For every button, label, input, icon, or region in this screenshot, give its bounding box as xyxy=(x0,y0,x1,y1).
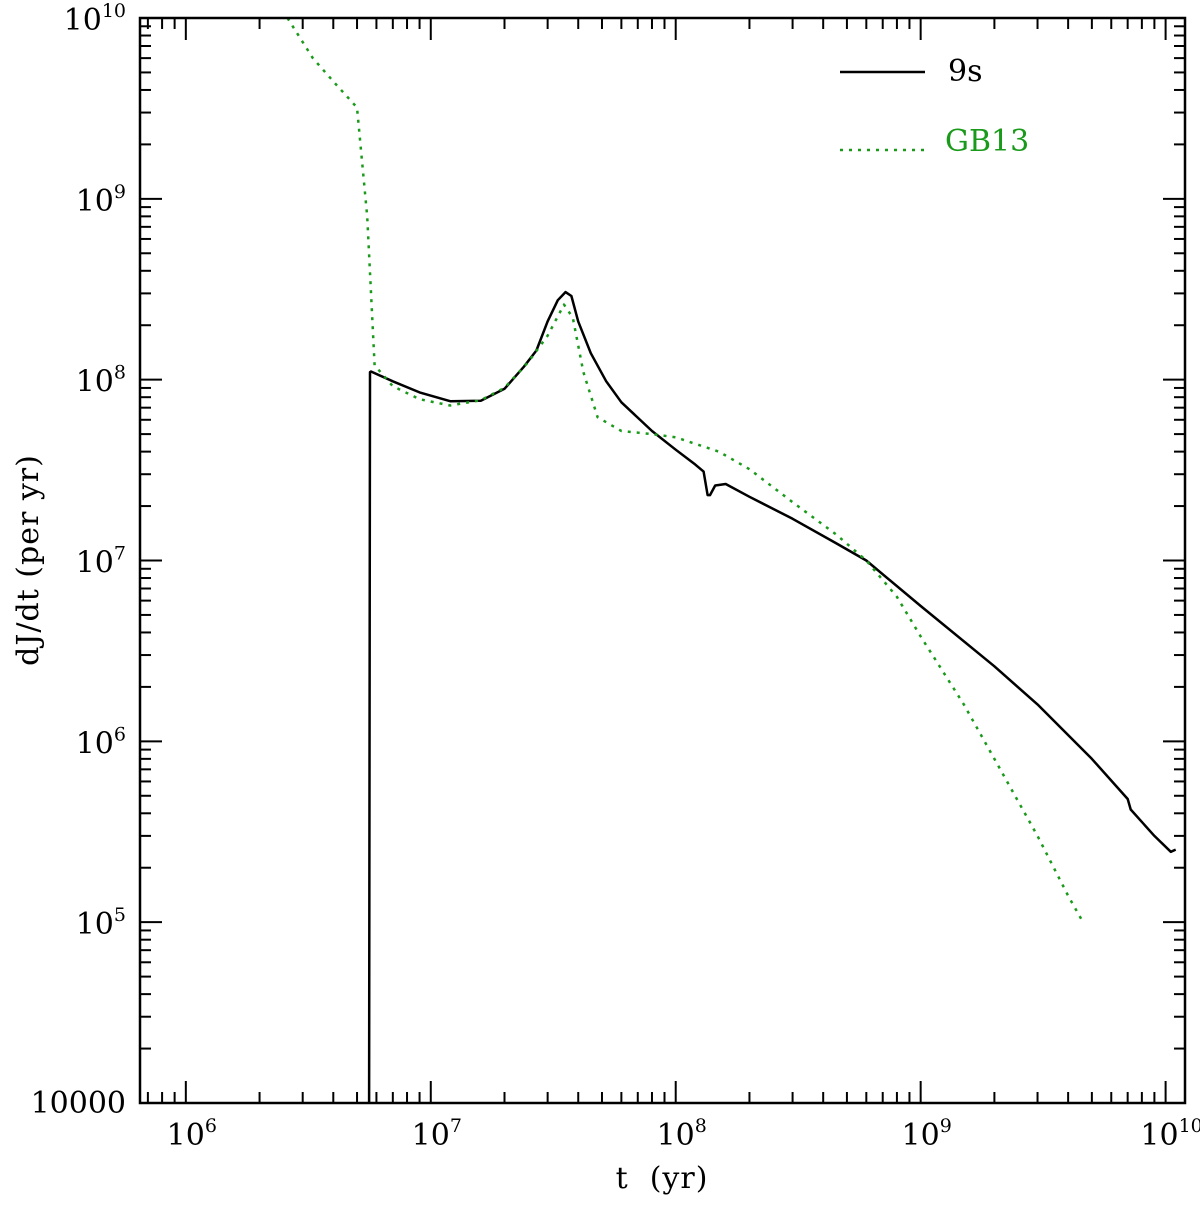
legend-label-9s: 9s xyxy=(948,54,982,89)
y-axis-title: dJ/dt (per yr) xyxy=(11,454,46,666)
ticks-layer xyxy=(140,17,1185,1104)
y-tick-label: 107 xyxy=(76,543,126,581)
y-tick-label: 1010 xyxy=(64,0,126,38)
legend-label-gb13: GB13 xyxy=(945,124,1029,159)
legend: 9s GB13 xyxy=(840,54,1029,159)
x-tick-label: 109 xyxy=(902,1115,952,1153)
y-tick-label: 108 xyxy=(76,362,126,400)
tick-labels: 106 107 108 109 1010 10000 105 106 107 108 109 1010 xyxy=(31,0,1200,1153)
series-layer xyxy=(286,18,1177,1103)
y-tick-label: 109 xyxy=(76,181,126,219)
series-line-9s xyxy=(367,290,1177,1103)
x-axis-title: t (yr) xyxy=(616,1161,709,1196)
x-tick-label: 107 xyxy=(412,1115,462,1153)
x-tick-label: 108 xyxy=(657,1115,707,1153)
x-tick-label: 106 xyxy=(167,1115,217,1153)
x-tick-label: 1010 xyxy=(1140,1115,1200,1153)
y-tick-label: 105 xyxy=(76,904,126,942)
y-tick-label: 10000 xyxy=(31,1086,126,1121)
plot-frame xyxy=(138,16,1187,1105)
y-tick-label: 106 xyxy=(76,723,126,761)
